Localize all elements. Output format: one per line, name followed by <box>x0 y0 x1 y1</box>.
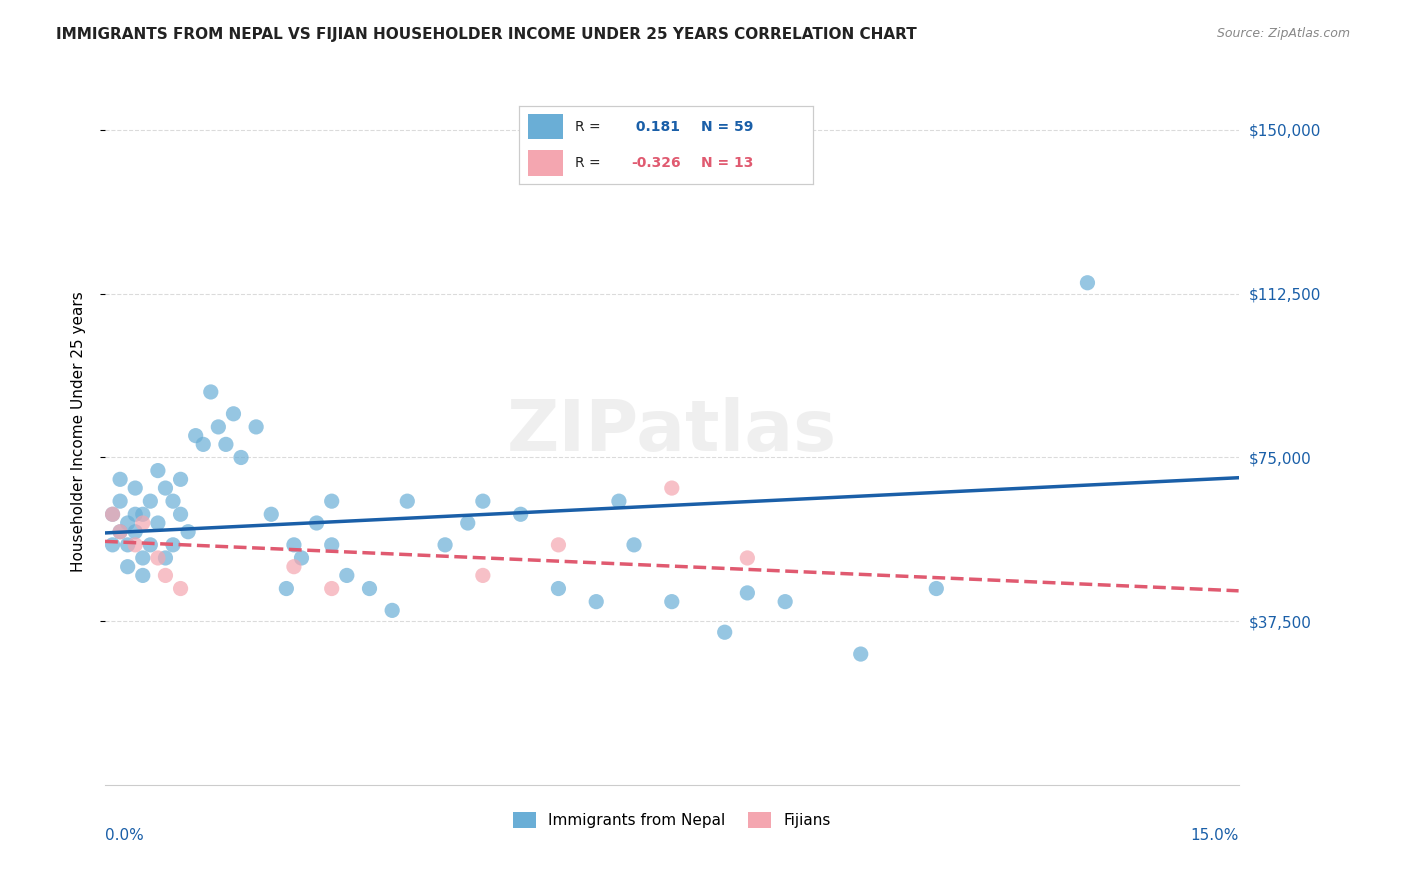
Point <box>139 538 162 552</box>
Point <box>132 516 155 530</box>
Point <box>146 551 169 566</box>
Point <box>155 551 177 566</box>
Point <box>222 407 245 421</box>
Point <box>132 568 155 582</box>
Point <box>283 559 305 574</box>
Point <box>1076 276 1098 290</box>
Point <box>117 516 139 530</box>
Point <box>359 582 381 596</box>
Point <box>108 494 131 508</box>
Point <box>169 472 191 486</box>
Point <box>713 625 735 640</box>
Point <box>108 524 131 539</box>
Point <box>623 538 645 552</box>
Point <box>434 538 457 552</box>
Point <box>547 538 569 552</box>
Point <box>229 450 252 465</box>
Point <box>200 384 222 399</box>
Point <box>457 516 479 530</box>
Point <box>101 538 124 552</box>
Point <box>290 551 312 566</box>
Point <box>117 559 139 574</box>
Y-axis label: Householder Income Under 25 years: Householder Income Under 25 years <box>72 291 86 572</box>
Point <box>321 582 343 596</box>
Point <box>124 481 146 495</box>
Point <box>276 582 298 596</box>
Point <box>283 538 305 552</box>
Point <box>124 508 146 522</box>
Text: 15.0%: 15.0% <box>1191 828 1239 843</box>
Point <box>117 538 139 552</box>
Point <box>849 647 872 661</box>
Point <box>124 538 146 552</box>
Point <box>101 508 124 522</box>
Text: IMMIGRANTS FROM NEPAL VS FIJIAN HOUSEHOLDER INCOME UNDER 25 YEARS CORRELATION CH: IMMIGRANTS FROM NEPAL VS FIJIAN HOUSEHOL… <box>56 27 917 42</box>
Text: 0.0%: 0.0% <box>105 828 143 843</box>
Point <box>607 494 630 508</box>
Point <box>101 508 124 522</box>
Point <box>509 508 531 522</box>
Point <box>132 508 155 522</box>
Text: ZIPatlas: ZIPatlas <box>506 397 837 466</box>
Point <box>139 494 162 508</box>
Point <box>132 551 155 566</box>
Point <box>207 420 229 434</box>
Text: Source: ZipAtlas.com: Source: ZipAtlas.com <box>1216 27 1350 40</box>
Point <box>471 494 494 508</box>
Point <box>146 516 169 530</box>
Point <box>381 603 404 617</box>
Point <box>108 524 131 539</box>
Point <box>737 551 759 566</box>
Point <box>260 508 283 522</box>
Point <box>184 428 207 442</box>
Point <box>585 594 607 608</box>
Point <box>773 594 796 608</box>
Point <box>177 524 200 539</box>
Point <box>169 582 191 596</box>
Point <box>162 494 184 508</box>
Point <box>321 538 343 552</box>
Point <box>162 538 184 552</box>
Legend: Immigrants from Nepal, Fijians: Immigrants from Nepal, Fijians <box>506 805 837 834</box>
Point <box>396 494 419 508</box>
Point <box>169 508 191 522</box>
Point <box>108 472 131 486</box>
Point <box>925 582 948 596</box>
Point <box>155 568 177 582</box>
Point <box>336 568 359 582</box>
Point <box>155 481 177 495</box>
Point <box>215 437 238 451</box>
Point <box>547 582 569 596</box>
Point <box>471 568 494 582</box>
Point <box>737 586 759 600</box>
Point <box>321 494 343 508</box>
Point <box>124 524 146 539</box>
Point <box>661 481 683 495</box>
Point <box>245 420 267 434</box>
Point <box>193 437 215 451</box>
Point <box>146 464 169 478</box>
Point <box>661 594 683 608</box>
Point <box>305 516 328 530</box>
